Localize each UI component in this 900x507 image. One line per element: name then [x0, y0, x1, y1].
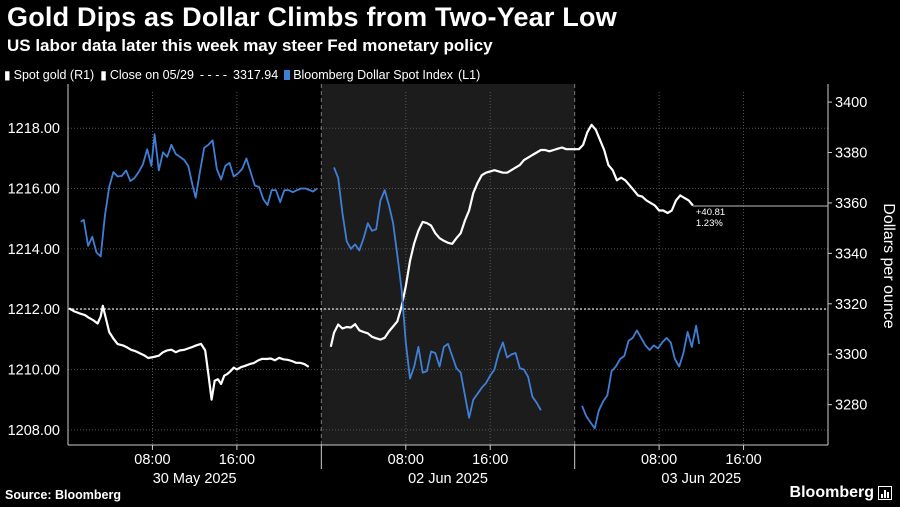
date-label: 02 Jun 2025: [408, 471, 488, 486]
bloomberg-logo: Bloomberg: [790, 484, 892, 502]
shaded-session: [321, 84, 575, 445]
legend-close-marker: ▮: [100, 68, 107, 82]
left-tick-label: 1210.00: [8, 363, 60, 379]
y-axis-label-right: Dollars per ounce: [880, 203, 897, 329]
right-tick-label: 3300: [835, 347, 867, 363]
dollar-series-line-2: [581, 324, 701, 430]
left-tick-label: 1216.00: [8, 182, 60, 198]
source-note: Source: Bloomberg: [5, 488, 121, 502]
legend-close-dash-icon: - - - -: [199, 68, 227, 82]
bar-chart-icon: [878, 486, 892, 500]
legend-item-gold: ▮ Spot gold (R1): [4, 68, 94, 82]
x-tick-label: 16:00: [472, 452, 508, 468]
legend-close-label: Close on 05/29: [109, 68, 194, 82]
x-tick-label: 08:00: [641, 452, 677, 468]
left-tick-label: 1208.00: [8, 423, 60, 439]
legend-close-value: 3317.94: [233, 68, 279, 82]
right-tick-label: 3280: [835, 398, 867, 414]
right-tick-label: 3320: [835, 297, 867, 313]
x-tick-label: 16:00: [725, 452, 761, 468]
date-label: 30 May 2025: [153, 471, 237, 486]
chart-plot: 1208.00 1210.00 1212.00 1214.00 1216.00 1218.…: [8, 84, 897, 486]
legend-dollar-axis: (L1): [458, 68, 481, 82]
change-value-label: +40.81: [696, 207, 725, 218]
right-tick-label: 3380: [835, 146, 867, 162]
change-percent-label: 1.23%: [696, 218, 723, 229]
x-tick-label: 08:00: [388, 452, 424, 468]
right-tick-label: 3340: [835, 246, 867, 262]
left-tick-label: 1214.00: [8, 242, 60, 258]
gold-series-line-0: [68, 304, 310, 401]
x-tick-label: 08:00: [134, 452, 170, 468]
right-tick-label: 3400: [835, 95, 867, 111]
legend-item-dollar: Bloomberg Dollar Spot Index (L1): [284, 68, 480, 82]
legend-item-close: ▮ Close on 05/29 - - - - 3317.94: [100, 68, 278, 82]
left-tick-label: 1212.00: [8, 302, 60, 318]
right-tick-label: 3360: [835, 196, 867, 212]
left-tick-label: 1218.00: [8, 121, 60, 137]
legend-gold-label: Spot gold (R1): [13, 68, 95, 82]
gold-series-line-1: [329, 123, 694, 347]
chart-subtitle: US labor data later this week may steer …: [7, 36, 493, 55]
dollar-series-line-0: [80, 133, 318, 258]
legend-dollar-swatch: [284, 70, 291, 80]
legend-dollar-label: Bloomberg Dollar Spot Index: [293, 68, 453, 82]
dollar-series-line-1: [333, 167, 542, 419]
legend-gold-marker: ▮: [4, 68, 11, 82]
date-label: 03 Jun 2025: [661, 471, 741, 486]
x-tick-label: 16:00: [219, 452, 255, 468]
chart-title: Gold Dips as Dollar Climbs from Two-Year…: [7, 2, 617, 32]
brand-name: Bloomberg: [789, 484, 874, 501]
chart-legend: ▮ Spot gold (R1) ▮ Close on 05/29 - - - …: [4, 67, 486, 83]
